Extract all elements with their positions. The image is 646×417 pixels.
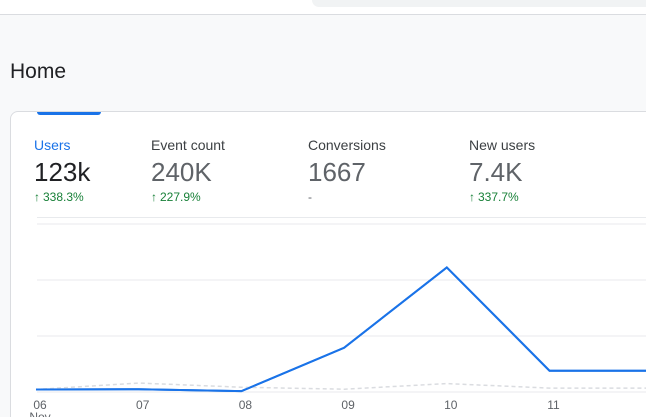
- metric-value: 1667: [308, 157, 366, 187]
- metric-change: -: [308, 189, 386, 205]
- metric-new-users[interactable]: New users 7.4K ↑ 337.7%: [469, 137, 535, 205]
- metric-value: 123k: [34, 157, 91, 187]
- x-tick-label: 11: [547, 398, 560, 412]
- x-tick-label: 08: [239, 398, 253, 412]
- arrow-up-icon: ↑: [469, 190, 475, 204]
- metric-change: ↑ 338.3%: [34, 189, 90, 205]
- x-tick-label: 09: [341, 398, 355, 412]
- metric-label: Event count: [151, 137, 225, 153]
- arrow-up-icon: ↑: [151, 190, 157, 204]
- metric-label: New users: [469, 137, 536, 153]
- users-line-chart: 0607080910111Nov: [29, 223, 646, 417]
- top-bar: [0, 0, 646, 15]
- page-title: Home: [10, 60, 67, 83]
- x-tick-sublabel: Nov: [29, 410, 50, 417]
- metric-change-value: 337.7%: [478, 190, 519, 204]
- series-line-current-top: [35, 266, 646, 393]
- tab-indicator: [37, 112, 101, 115]
- metric-change: ↑ 227.9%: [151, 189, 225, 205]
- x-tick-label: 06: [33, 398, 47, 412]
- series-line-comparison: [35, 382, 646, 391]
- metric-change-value: -: [308, 190, 312, 204]
- divider: [37, 217, 646, 218]
- metric-value: 240K: [151, 157, 212, 187]
- metric-label: Conversions: [308, 137, 386, 153]
- x-tick-label: 07: [136, 398, 150, 412]
- metrics-card: Users 123k ↑ 338.3% Event count 240K ↑ 2…: [10, 111, 646, 417]
- metric-change-value: 227.9%: [160, 190, 201, 204]
- metric-label: Users: [34, 137, 71, 153]
- x-tick-label: 10: [444, 398, 458, 412]
- metric-change-value: 338.3%: [43, 190, 84, 204]
- metric-value: 7.4K: [469, 157, 523, 187]
- metric-event-count[interactable]: Event count 240K ↑ 227.9%: [151, 137, 225, 205]
- metric-users[interactable]: Users 123k ↑ 338.3%: [34, 137, 90, 205]
- arrow-up-icon: ↑: [34, 190, 40, 204]
- metric-conversions[interactable]: Conversions 1667 -: [308, 137, 386, 205]
- series-line-current: [35, 266, 646, 393]
- search-bar[interactable]: [312, 0, 646, 7]
- metric-change: ↑ 337.7%: [469, 189, 535, 205]
